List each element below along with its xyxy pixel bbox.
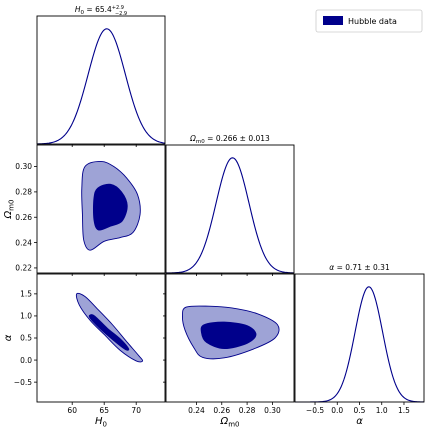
y-axis-label-Om0: Ωm0 [3,200,16,220]
panel-title: Ωm0 = 0.266 ± 0.013 [189,134,270,145]
x-axis-label-alpha: α [356,416,363,427]
x-tick-label: 1.5 [398,406,410,415]
x-tick-label: 0.24 [188,406,205,415]
panel-frame [165,144,295,274]
contour-panel-alpha_vs_H0 [75,292,144,363]
y-tick-label: 1.5 [20,290,32,299]
contour-panel-alpha_vs_Om0 [181,305,280,360]
x-tick-label: 0.28 [239,406,256,415]
marginal-panel-H0 [36,28,166,145]
y-tick-label: 1.0 [20,312,32,321]
y-tick-label: 0.5 [20,334,32,343]
x-tick-label: 0.0 [331,406,343,415]
x-tick-label: 70 [131,406,141,415]
x-tick-label: 60 [67,406,77,415]
contour-68 [88,314,130,351]
legend-swatch [323,16,343,25]
marginal-curve-alpha [295,286,425,403]
panel-frame [294,273,425,403]
contour-68 [200,321,257,350]
x-tick-label: 0.26 [213,406,230,415]
panel-frame [36,15,166,145]
contour-68 [92,183,128,231]
y-tick-label: 0.28 [15,188,32,197]
marginal-panel-Om0 [165,157,295,274]
x-tick-label: 0.30 [264,406,281,415]
x-tick-label: 0.5 [354,406,366,415]
panels: H0 = 65.4+2.9 −2.9 Ωm0 = 0.266 ± 0.013 −0.5… [3,5,425,429]
y-tick-label: 0.24 [15,238,32,247]
y-tick-label: 0.30 [15,162,32,171]
x-tick-label: −0.5 [306,406,324,415]
marginal-curve-Om0 [165,157,295,274]
y-axis-label-alpha: α [3,334,14,341]
marginal-curve-H0 [36,28,166,145]
legend-box [315,9,423,33]
x-tick-label: 1.0 [376,406,388,415]
panel-frame [36,273,166,403]
y-tick-label: 0.26 [15,213,32,222]
y-tick-label: −0.5 [14,378,32,387]
panel-title: α = 0.71 ± 0.31 [329,263,390,272]
contour-95 [75,292,144,363]
legend: Hubble data [315,9,423,33]
panel-title: H0 = 65.4+2.9 −2.9 [75,5,127,17]
legend-label: Hubble data [348,17,397,26]
contour-panel-Om0_vs_H0 [81,161,141,251]
y-tick-label: 0.0 [20,356,32,365]
y-tick-label: 0.22 [15,264,32,273]
x-tick-label: 65 [99,406,109,415]
x-axis-label-Om0: Ωm0 [220,416,240,429]
x-axis-label-H0: H0 [95,416,107,429]
marginal-panel-alpha [295,286,425,403]
panel-frame [36,144,166,274]
